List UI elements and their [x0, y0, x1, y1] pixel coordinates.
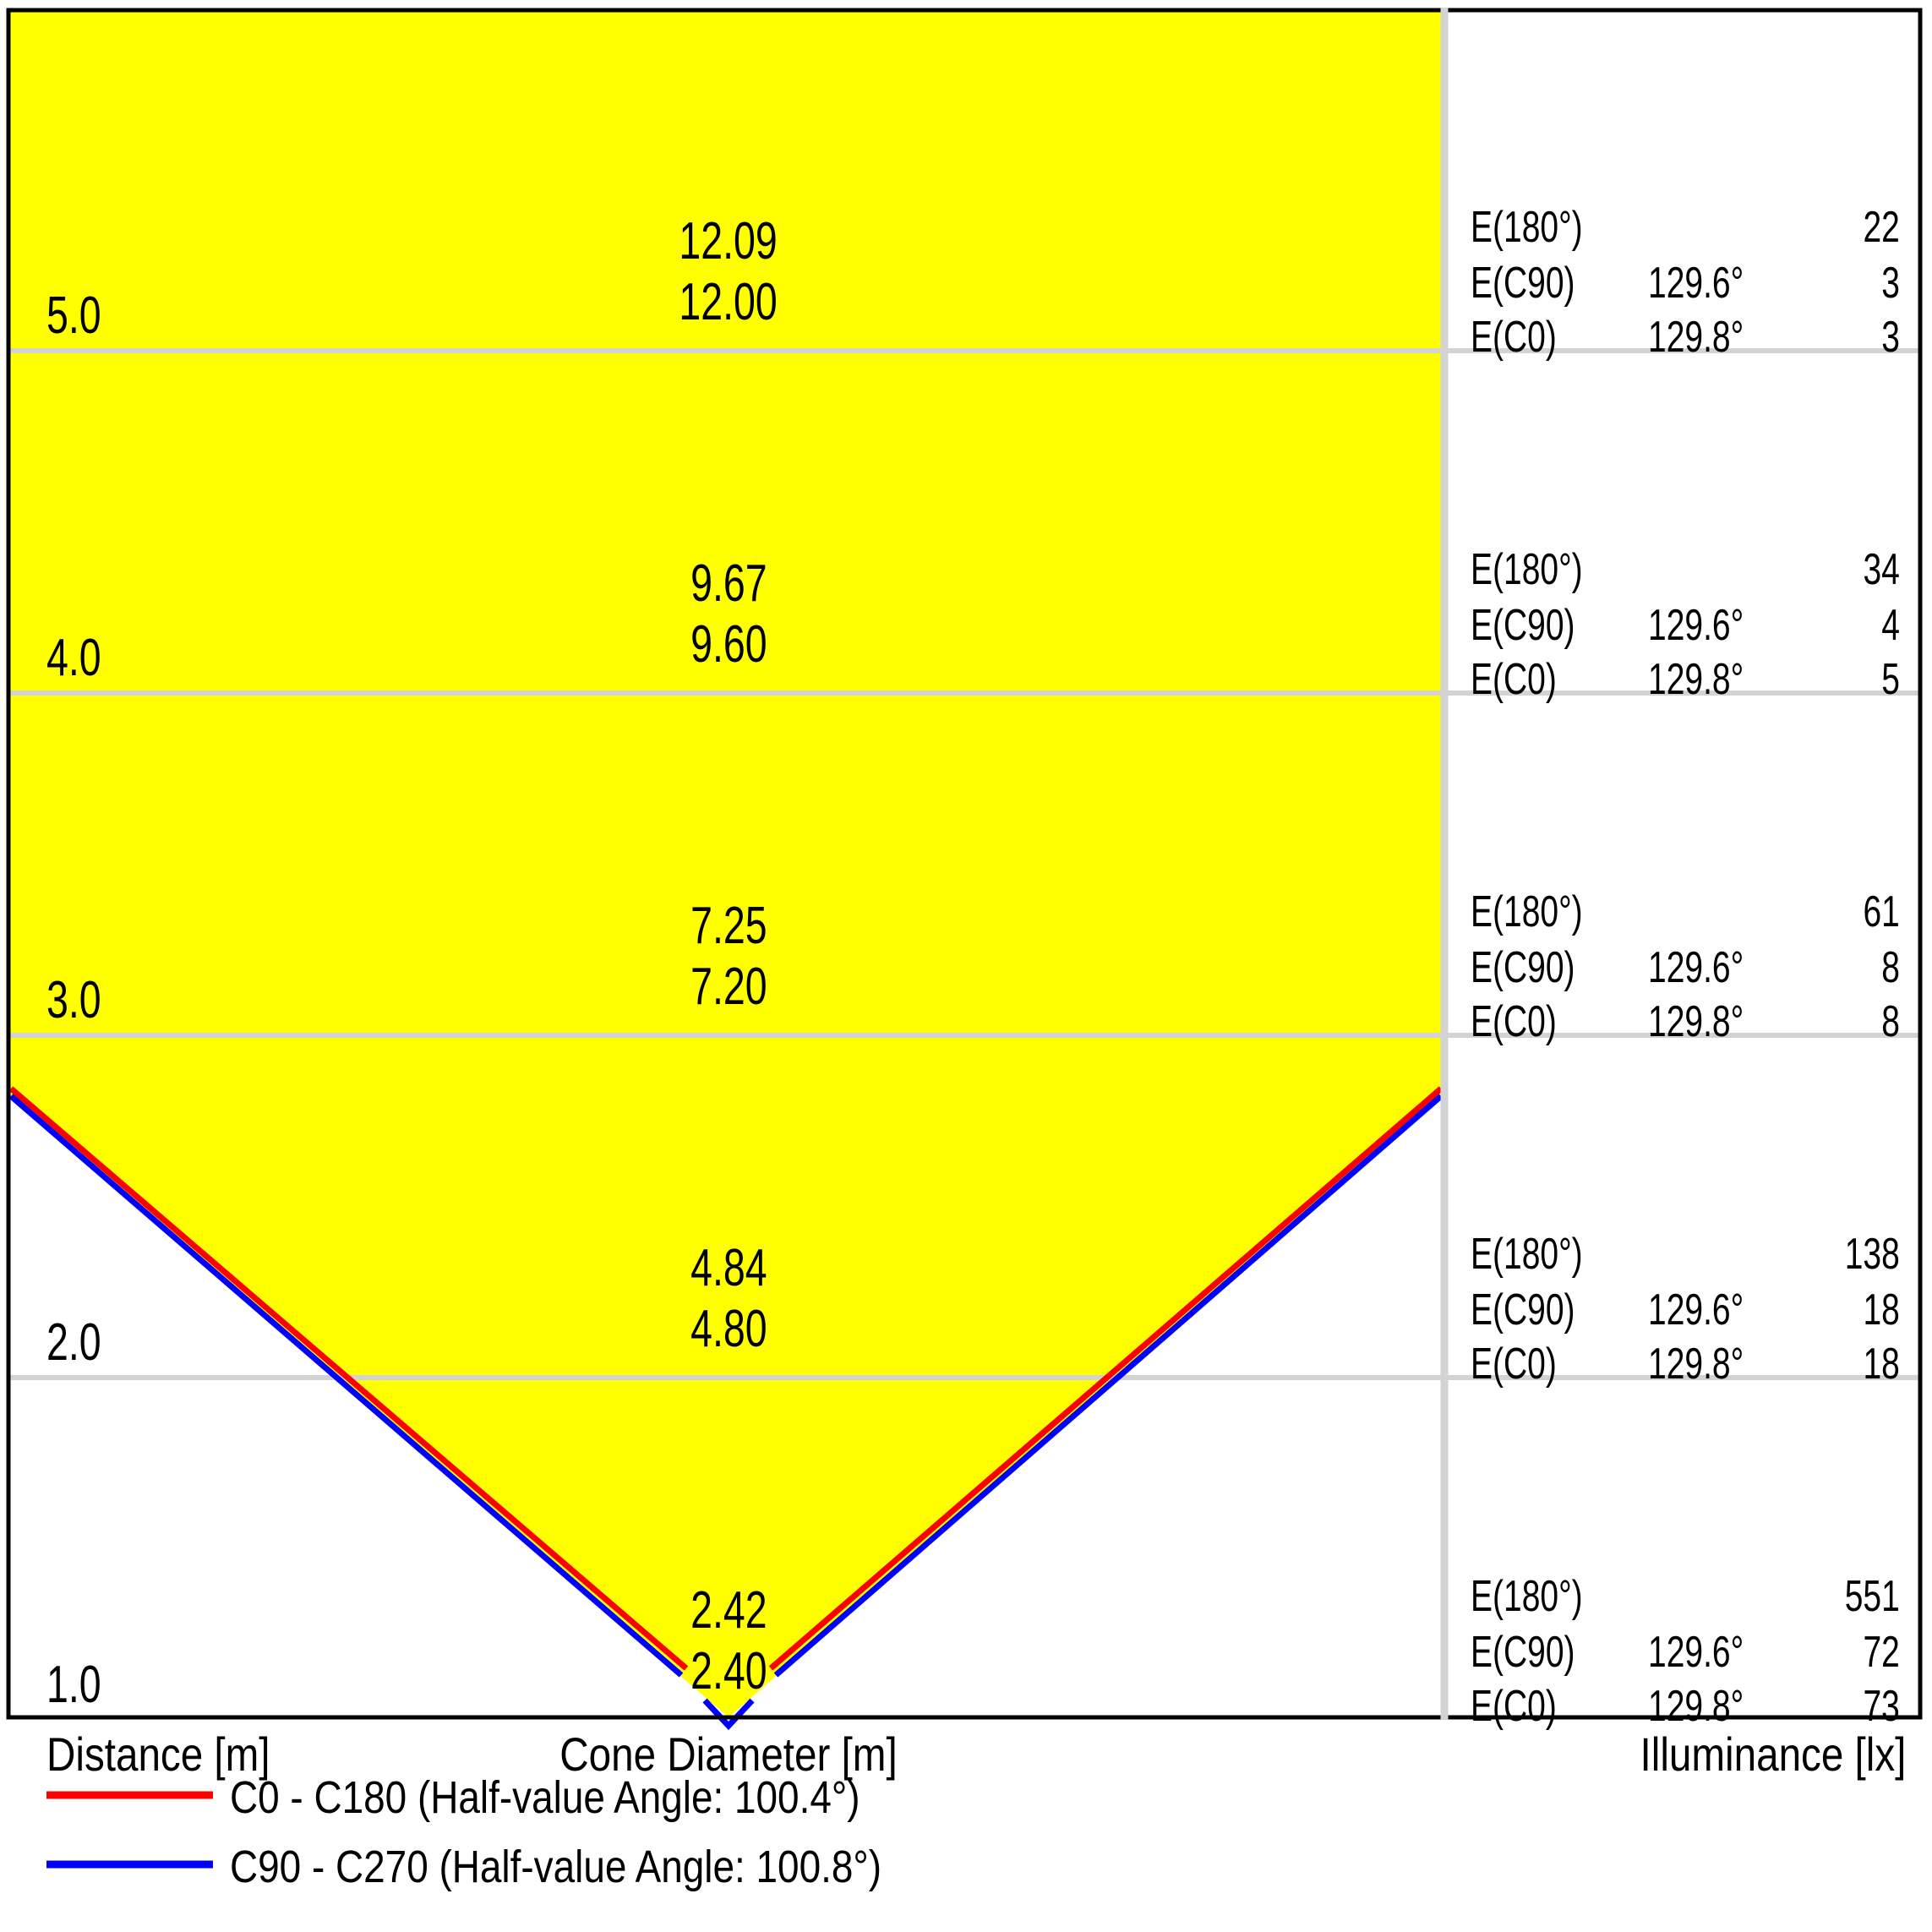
- illuminance-ec90-label: E(C90): [1471, 1628, 1575, 1677]
- c0-c180-line-left: [8, 1086, 689, 1671]
- axis-label-distance: Distance [m]: [46, 1727, 270, 1781]
- illuminance-ec90-label: E(C90): [1471, 943, 1575, 992]
- illuminance-ec0-value: 3: [1881, 313, 1900, 362]
- cone-diameter-c0: 2.40: [690, 1642, 767, 1700]
- illuminance-ec90-label: E(C90): [1471, 1285, 1575, 1334]
- cone-diameter-c90: 12.09: [679, 212, 778, 270]
- cone-diameter-c0: 7.20: [690, 958, 767, 1016]
- illuminance-ec90-value: 18: [1863, 1285, 1900, 1334]
- illuminance-e180-value: 551: [1844, 1572, 1900, 1621]
- legend-label-c90-c270: C90 - C270 (Half-value Angle: 100.8°): [230, 1842, 882, 1892]
- cone-diameter-c90: 4.84: [690, 1239, 767, 1297]
- illuminance-ec0-angle: 129.8°: [1648, 313, 1744, 362]
- illuminance-e180-label: E(180°): [1471, 1572, 1583, 1621]
- illuminance-ec90-label: E(C90): [1471, 601, 1575, 650]
- apex-marker: [702, 1698, 755, 1731]
- illuminance-ec0-label: E(C0): [1471, 655, 1557, 704]
- cone-fill: [10, 12, 1442, 1717]
- illuminance-panel-border: [1447, 8, 1923, 1720]
- illuminance-ec90-angle: 129.6°: [1648, 943, 1744, 992]
- illuminance-ec0-label: E(C0): [1471, 1340, 1557, 1389]
- illuminance-ec0-value: 73: [1863, 1682, 1900, 1731]
- cone-diameter-c0: 9.60: [690, 615, 767, 674]
- illuminance-e180-value: 22: [1863, 203, 1900, 252]
- legend-label-c0-c180: C0 - C180 (Half-value Angle: 100.4°): [230, 1772, 860, 1823]
- cone-diameter-c90: 7.25: [690, 897, 767, 955]
- illuminance-ec0-label: E(C0): [1471, 313, 1557, 362]
- illuminance-e180-value: 61: [1863, 887, 1900, 936]
- c90-c270-line-right: [773, 1094, 1444, 1678]
- axis-label-illuminance: Illuminance [lx]: [1640, 1727, 1906, 1781]
- illuminance-ec90-label: E(C90): [1471, 259, 1575, 308]
- illuminance-ec90-value: 72: [1863, 1628, 1900, 1677]
- illuminance-e180-value: 138: [1844, 1230, 1900, 1279]
- illuminance-ec0-label: E(C0): [1471, 997, 1557, 1046]
- cone-diameter-c0: 12.00: [679, 273, 778, 331]
- illuminance-e180-value: 34: [1863, 545, 1900, 594]
- axis-label-cone-diameter: Cone Diameter [m]: [559, 1727, 898, 1781]
- illuminance-ec0-angle: 129.8°: [1648, 655, 1744, 704]
- illuminance-e180-label: E(180°): [1471, 203, 1583, 252]
- illuminance-ec90-angle: 129.6°: [1648, 1285, 1744, 1334]
- illuminance-ec0-angle: 129.8°: [1648, 1340, 1744, 1389]
- illuminance-ec0-value: 18: [1863, 1340, 1900, 1389]
- c90-c270-line-left: [8, 1094, 684, 1678]
- illuminance-e180-label: E(180°): [1471, 887, 1583, 936]
- illuminance-ec0-value: 8: [1881, 997, 1900, 1046]
- distance-label: 5.0: [46, 287, 101, 345]
- distance-label: 2.0: [46, 1313, 101, 1372]
- illuminance-e180-label: E(180°): [1471, 545, 1583, 594]
- distance-label: 1.0: [46, 1656, 101, 1714]
- cone-panel-border: [6, 8, 1442, 1720]
- illuminance-e180-label: E(180°): [1471, 1230, 1583, 1279]
- distance-label: 3.0: [46, 971, 101, 1029]
- illuminance-ec90-angle: 129.6°: [1648, 1628, 1744, 1677]
- illuminance-ec0-angle: 129.8°: [1648, 1682, 1744, 1731]
- illuminance-ec90-value: 4: [1881, 601, 1900, 650]
- distance-label: 4.0: [46, 629, 101, 687]
- illuminance-ec0-angle: 129.8°: [1648, 997, 1744, 1046]
- illuminance-ec0-value: 5: [1881, 655, 1900, 704]
- illuminance-ec0-label: E(C0): [1471, 1682, 1557, 1731]
- illuminance-ec90-angle: 129.6°: [1648, 601, 1744, 650]
- illuminance-ec90-angle: 129.6°: [1648, 259, 1744, 308]
- illuminance-ec90-value: 8: [1881, 943, 1900, 992]
- c0-c180-line-right: [768, 1086, 1444, 1671]
- cone-diameter-c0: 4.80: [690, 1300, 767, 1358]
- illuminance-ec90-value: 3: [1881, 259, 1900, 308]
- cone-diameter-c90: 2.42: [690, 1581, 767, 1640]
- cone-diameter-c90: 9.67: [690, 554, 767, 613]
